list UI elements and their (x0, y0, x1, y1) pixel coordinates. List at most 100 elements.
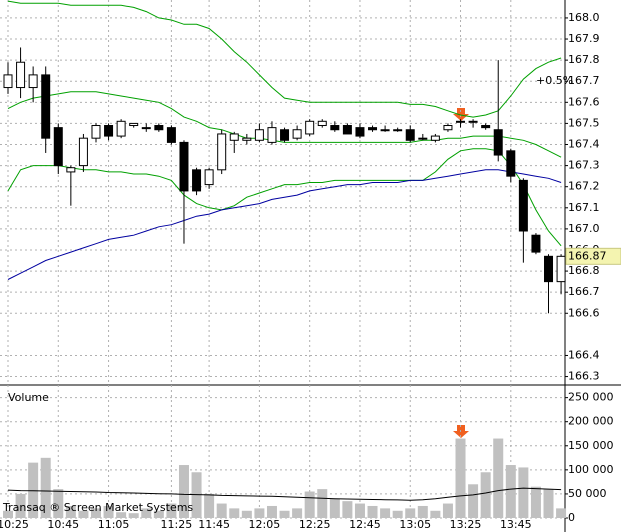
y-tick-label: 168.0 (568, 11, 600, 24)
y-tick-label: 50 000 (568, 487, 607, 500)
volume-bar (116, 512, 127, 518)
candle-body (254, 129, 264, 141)
candle-body (405, 129, 415, 141)
candle-body (179, 141, 189, 192)
volume-average (7, 487, 562, 501)
volume-bar (430, 510, 441, 518)
watermark: Transaq ® Screen Market Systems (2, 501, 193, 514)
volume-bar (543, 489, 554, 518)
volume-bar (556, 508, 567, 518)
candle-body (481, 125, 491, 129)
volume-bar (518, 467, 529, 518)
moving-average (7, 169, 562, 280)
candle-body (66, 167, 76, 173)
y-tick-label: 167.8 (568, 53, 600, 66)
volume-bar (392, 510, 403, 518)
candle-body (280, 129, 290, 141)
volume-bar (128, 513, 139, 518)
y-tick-label: 200 000 (568, 415, 614, 428)
candle-body (456, 120, 466, 123)
volume-bar (505, 465, 516, 518)
volume-bar (103, 505, 114, 518)
volume-bar (329, 498, 340, 518)
volume-bar (380, 508, 391, 518)
candle-body (192, 169, 202, 192)
y-tick-label: 167.9 (568, 32, 600, 45)
candle-body (242, 137, 252, 141)
volume-bar (191, 472, 202, 518)
y-tick-label: 100 000 (568, 463, 614, 476)
volume-bar (65, 505, 76, 518)
y-tick-label: 150 000 (568, 439, 614, 452)
y-tick-label: 250 000 (568, 391, 614, 404)
x-tick-label: 12:45 (349, 518, 381, 531)
volume-bar (317, 489, 328, 518)
volume-bar (354, 503, 365, 518)
candle-body (493, 129, 503, 156)
x-tick-label: 11:45 (198, 518, 230, 531)
candle-body (531, 234, 541, 253)
volume-bar (40, 457, 51, 518)
volume-bar (15, 493, 26, 518)
panel-title: Volume (8, 391, 49, 404)
candle-body (330, 125, 340, 131)
x-tick-label: 12:05 (249, 518, 281, 531)
x-tick-label: 11:05 (98, 518, 130, 531)
last-price-box (565, 247, 621, 265)
bollinger-band (7, 148, 562, 247)
candle-body (443, 125, 453, 131)
volume-bar (90, 508, 101, 518)
candle-body (468, 120, 478, 123)
volume-bar (166, 503, 177, 518)
candle-body (28, 74, 38, 89)
y-tick-label: 167.0 (568, 222, 600, 235)
x-tick-label: 10:45 (47, 518, 79, 531)
volume-bar (216, 503, 227, 518)
candle-body (204, 169, 214, 186)
volume-bar (254, 508, 265, 518)
volume-bar (480, 472, 491, 518)
x-tick-label: 13:45 (500, 518, 532, 531)
volume-bar (204, 493, 215, 518)
candle-body (91, 125, 101, 139)
y-tick-label: 166.6 (568, 306, 600, 319)
y-tick-label: 167.3 (568, 159, 600, 172)
volume-bar (493, 438, 504, 518)
candle-body (380, 129, 390, 132)
candle-body (78, 137, 88, 167)
volume-bar (455, 438, 466, 518)
volume-bar (292, 508, 303, 518)
volume-bar (53, 489, 64, 518)
volume-bar (3, 510, 13, 518)
candle-body (129, 122, 139, 127)
annotation: +0.5% (536, 74, 573, 87)
bollinger-band (7, 0, 562, 118)
candle-body (368, 127, 378, 131)
candle-body (141, 127, 151, 130)
volume-bar (405, 508, 416, 518)
volume-bar (304, 491, 315, 518)
y-tick-label: 0 (568, 511, 575, 524)
candle-body (217, 133, 227, 171)
x-tick-label: 10:25 (0, 518, 29, 531)
volume-bar (530, 486, 541, 518)
candle-body (430, 135, 440, 141)
volume-bar (279, 510, 290, 518)
candle-body (518, 179, 528, 232)
candle-body (506, 150, 516, 177)
candle-body (355, 127, 365, 137)
candle-body (393, 129, 403, 132)
volume-bar (442, 503, 453, 518)
candle-body (267, 127, 277, 143)
y-tick-label: 167.2 (568, 180, 600, 193)
candle-body (292, 129, 302, 139)
candle-body (3, 74, 13, 89)
bollinger-band (7, 91, 562, 158)
volume-bar (78, 510, 89, 518)
x-tick-label: 13:05 (399, 518, 431, 531)
candle-body (418, 137, 428, 140)
candle-body (104, 125, 114, 137)
volume-bar (241, 510, 252, 518)
